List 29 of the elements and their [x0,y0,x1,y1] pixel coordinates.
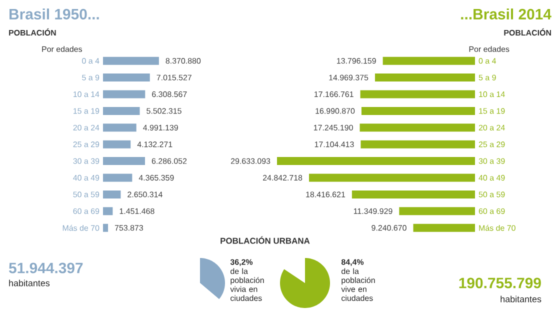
bar [399,207,476,216]
text: habitantes [500,296,542,302]
text: habitantes [9,280,50,286]
bar [103,74,150,82]
bar [103,56,159,65]
bar [103,190,121,198]
bar [103,140,131,148]
text: 190.755.799 [459,278,541,288]
bar [413,224,476,232]
bar [352,190,476,198]
bar [103,106,140,115]
chart-title: POBLACIÓN URBANA [220,236,310,244]
bar [103,207,113,216]
bar [103,90,146,98]
bar [103,174,132,182]
bar [361,106,476,115]
bar [360,140,476,148]
text: 51.944.397 [8,262,83,274]
text: ...Brasil 2014 [461,8,552,20]
bar [382,56,476,65]
bar [277,157,476,166]
chart-title: Brasil 1950... [10,8,99,20]
bar [309,174,476,182]
bar [360,90,476,98]
bar [374,74,476,82]
bar [360,124,476,132]
bar [103,124,136,132]
bar [103,224,108,232]
bar [103,157,146,166]
